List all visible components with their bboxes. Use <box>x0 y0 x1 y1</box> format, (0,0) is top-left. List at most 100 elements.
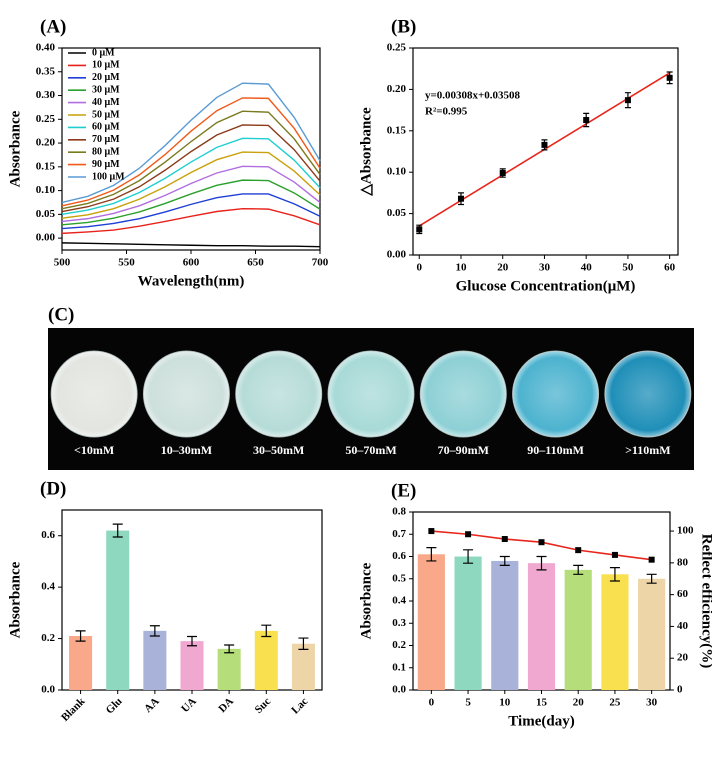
y-tick-label: 0.00 <box>36 232 56 244</box>
y-tick-label: 0.15 <box>387 124 407 136</box>
well-caption: 70–90mM <box>438 443 489 457</box>
y-tick-label: 0.25 <box>36 113 56 125</box>
x-tick-label: Suc <box>253 695 274 716</box>
y-tick-label: 0.4 <box>392 595 406 607</box>
legend-label: 80 μM <box>92 146 120 157</box>
legend-label: 30 μM <box>92 84 120 95</box>
y-tick-label: 0.25 <box>387 42 407 54</box>
y-tick-label: 0.2 <box>392 639 406 651</box>
y-tick-label: 0.30 <box>36 89 56 101</box>
y-tick-label: 0.3 <box>392 617 406 629</box>
legend-label: 70 μM <box>92 134 120 145</box>
well-rim <box>605 351 691 437</box>
well-caption: 10–30mM <box>161 443 212 457</box>
legend-label: 40 μM <box>92 97 120 108</box>
well-rim <box>513 351 599 437</box>
efficiency-line <box>431 531 651 560</box>
x-axis-title: Wavelength(nm) <box>138 273 245 289</box>
panel-label: (A) <box>40 16 66 37</box>
well-rim <box>143 351 229 437</box>
y-axis-title: Absorbance <box>7 561 23 638</box>
y2-tick-label: 20 <box>677 652 689 664</box>
panel-label: (E) <box>391 480 416 501</box>
y-tick-label: 0.15 <box>36 160 56 172</box>
plot-frame <box>413 48 678 255</box>
y2-tick-label: 80 <box>677 556 689 568</box>
y-tick-label: 0.05 <box>36 208 56 220</box>
x-tick-label: 20 <box>573 697 585 709</box>
y-tick-label: 0.4 <box>41 581 55 593</box>
efficiency-point <box>539 539 545 545</box>
well-rim <box>51 351 137 437</box>
data-point <box>583 117 589 123</box>
legend-label: 60 μM <box>92 122 120 133</box>
y-tick-label: 0.20 <box>36 137 56 149</box>
x-tick-label: 30 <box>646 697 658 709</box>
panel-label: (C) <box>48 304 74 325</box>
bar <box>106 531 129 690</box>
legend-label: 0 μM <box>92 47 115 58</box>
annotation: y=0.00308x+0.03508 <box>425 90 521 102</box>
y2-axis-title: Reflect efficiency(%) <box>699 534 712 669</box>
y-axis-title: △Absorbance <box>358 107 374 197</box>
y-tick-label: 0.6 <box>392 550 406 562</box>
efficiency-point <box>612 552 618 558</box>
legend-label: 100 μM <box>92 171 125 182</box>
panel-label: (D) <box>40 478 66 499</box>
legend-label: 90 μM <box>92 159 120 170</box>
y-tick-label: 0.40 <box>36 42 56 54</box>
y-tick-label: 0.35 <box>36 65 56 77</box>
y-tick-label: 0.05 <box>387 207 407 219</box>
x-tick-label: Glu <box>104 695 125 716</box>
panel-label: (B) <box>391 16 416 37</box>
bar <box>292 644 315 690</box>
y-tick-label: 0.10 <box>36 184 56 196</box>
legend-label: 20 μM <box>92 72 120 83</box>
efficiency-point <box>465 531 471 537</box>
well-caption: <10mM <box>74 443 114 457</box>
y2-tick-label: 60 <box>677 588 689 600</box>
y-tick-label: 0.1 <box>392 661 406 673</box>
x-tick-label: UA <box>179 695 199 715</box>
x-tick-label: 50 <box>622 262 634 274</box>
y-tick-label: 0.0 <box>41 684 55 696</box>
bar <box>418 554 445 690</box>
efficiency-point <box>649 557 655 563</box>
bar <box>601 574 628 690</box>
x-tick-label: 10 <box>499 697 511 709</box>
x-tick-label: 15 <box>536 697 548 709</box>
x-tick-label: 550 <box>118 257 135 269</box>
bar <box>491 561 518 690</box>
x-tick-label: 500 <box>54 257 71 269</box>
x-tick-label: 0 <box>417 262 423 274</box>
x-tick-label: 40 <box>581 262 593 274</box>
x-tick-label: DA <box>216 695 236 715</box>
x-tick-label: 600 <box>183 257 200 269</box>
x-tick-label: 60 <box>664 262 676 274</box>
well-caption: 50–70mM <box>345 443 396 457</box>
x-tick-label: 30 <box>539 262 551 274</box>
x-tick-label: Lac <box>289 695 310 716</box>
well-rim <box>328 351 414 437</box>
y-axis-title: Absorbance <box>7 110 23 187</box>
bar <box>528 563 555 690</box>
data-point <box>625 97 631 103</box>
y-axis-title: Absorbance <box>358 562 374 639</box>
bar <box>218 649 241 690</box>
y-tick-label: 0.0 <box>392 684 406 696</box>
x-tick-label: AA <box>142 695 162 715</box>
well-caption: 90–110mM <box>527 443 584 457</box>
y2-tick-label: 40 <box>677 620 689 632</box>
bar <box>565 570 592 690</box>
well-rim <box>420 351 506 437</box>
y-tick-label: 0.7 <box>392 528 406 540</box>
efficiency-point <box>428 528 434 534</box>
well-caption: 30–50mM <box>253 443 304 457</box>
bar <box>255 631 278 690</box>
data-point <box>541 142 547 148</box>
figure: (C) <10mM 10–30mM 30–50mM 50–70mM 70–90mM 90–… <box>0 0 712 760</box>
y-tick-label: 0.10 <box>387 166 407 178</box>
y-tick-label: 0.2 <box>41 632 55 644</box>
efficiency-point <box>502 536 508 542</box>
legend-label: 10 μM <box>92 60 120 71</box>
